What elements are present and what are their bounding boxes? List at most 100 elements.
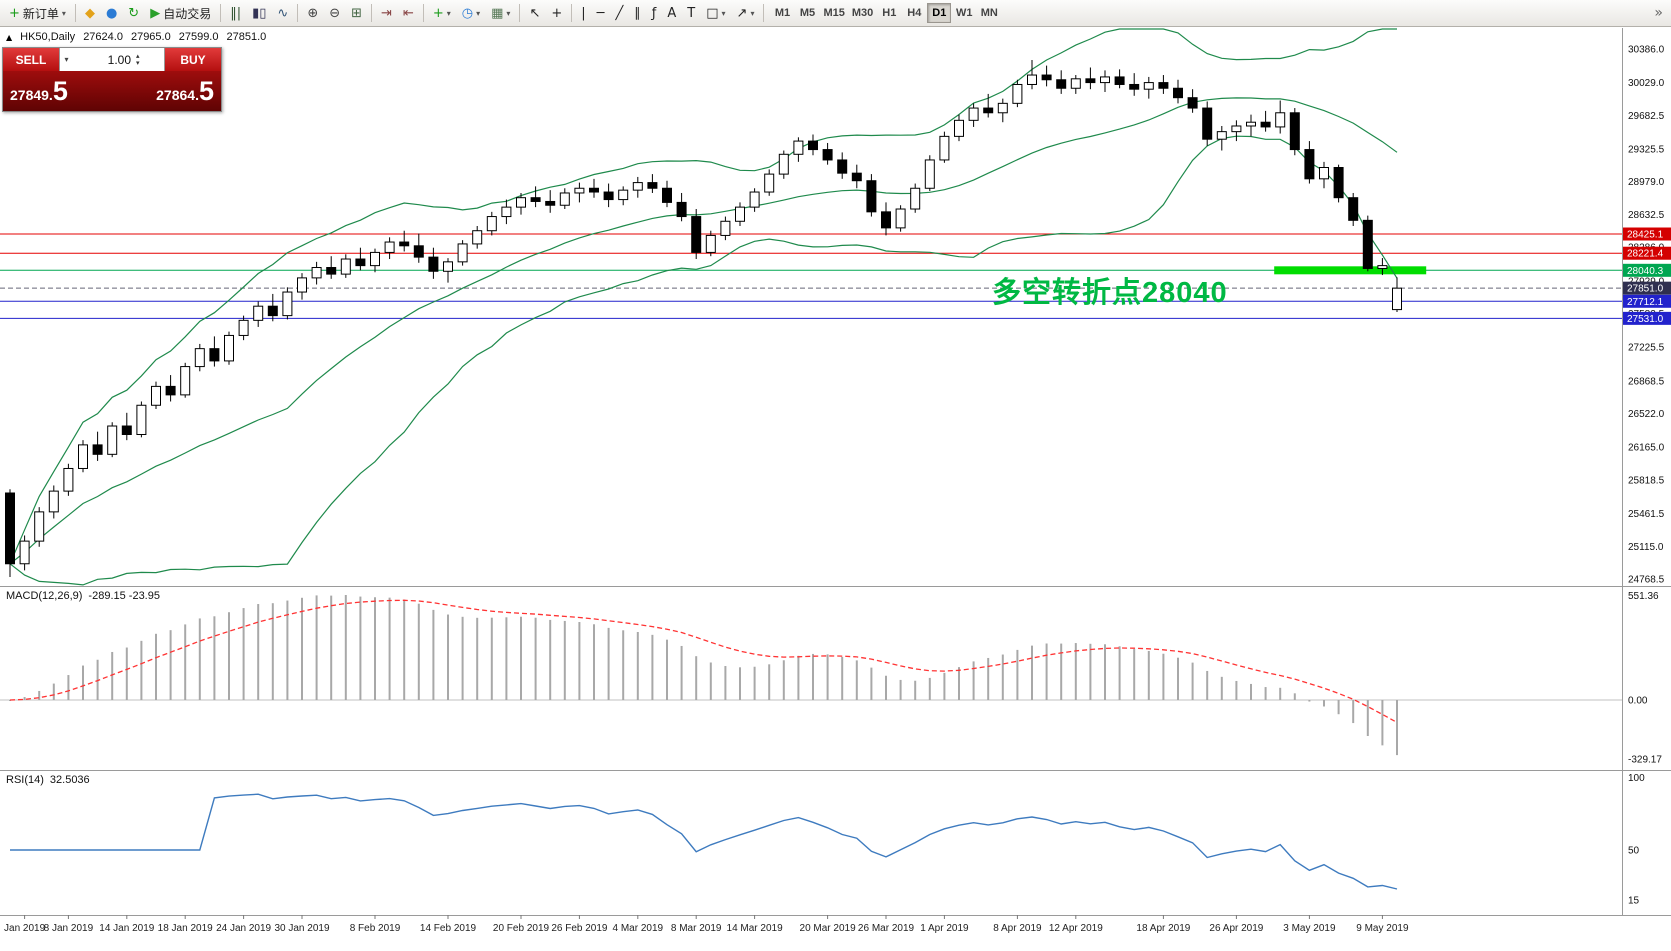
svg-text:9 May 2019: 9 May 2019 xyxy=(1356,923,1409,934)
arrows-button[interactable]: ↗ ▾ xyxy=(732,3,760,24)
indicators-button[interactable]: + ▾ xyxy=(428,3,456,24)
tile-windows-button[interactable]: ⊞ xyxy=(346,3,367,24)
svg-text:18 Apr 2019: 18 Apr 2019 xyxy=(1136,923,1190,934)
timeframe-m30-button[interactable]: M30 xyxy=(849,3,876,23)
timeframe-h4-button[interactable]: H4 xyxy=(902,3,926,23)
vertical-line-button[interactable]: | xyxy=(576,3,590,24)
svg-text:29325.5: 29325.5 xyxy=(1628,145,1665,156)
macd-panel-svg[interactable]: 551.36 0.00 -329.17 xyxy=(0,587,1671,770)
timeframe-h1-button[interactable]: H1 xyxy=(877,3,901,23)
macd-values: -289.15 -23.95 xyxy=(88,590,160,602)
timeframe-w1-button[interactable]: W1 xyxy=(952,3,976,23)
svg-text:50: 50 xyxy=(1628,846,1640,857)
svg-text:3 May 2019: 3 May 2019 xyxy=(1283,923,1336,934)
line-chart-button[interactable]: ∿ xyxy=(272,3,293,24)
price-chart-svg[interactable]: 30386.0 30029.0 29682.5 29325.5 28979.0 28632… xyxy=(0,28,1671,586)
price-line-labels[interactable]: 28425.1 28221.4 28040.3 27851.0 27712.1 27531… xyxy=(1623,227,1671,325)
timeframe-mn-button[interactable]: MN xyxy=(977,3,1001,23)
candles-layer[interactable] xyxy=(5,59,1402,577)
cursor-button[interactable]: ↖ xyxy=(524,3,545,24)
high-value: 27965.0 xyxy=(130,31,171,43)
svg-text:24768.5: 24768.5 xyxy=(1628,575,1665,586)
svg-text:Jan 2019: Jan 2019 xyxy=(4,923,46,934)
svg-text:20 Mar 2019: 20 Mar 2019 xyxy=(800,923,857,934)
timeframe-m15-button[interactable]: M15 xyxy=(820,3,847,23)
rsi-name: RSI(14) xyxy=(6,774,44,786)
bar-chart-icon: ‖| xyxy=(230,5,242,21)
text-icon: A xyxy=(667,5,677,21)
channel-icon: ∥ xyxy=(634,5,641,21)
dot-icon: ● xyxy=(105,5,118,21)
chart-shift-button[interactable]: ⇤ xyxy=(398,3,419,24)
macd-signal-line xyxy=(9,599,1398,724)
text-button[interactable]: A xyxy=(662,3,681,24)
volume-down-icon[interactable]: ▾ xyxy=(136,58,140,67)
volume-dropdown-icon[interactable]: ▾ xyxy=(64,55,69,64)
hlines-layer[interactable] xyxy=(0,233,1622,319)
zoom-out-button[interactable]: ⊖ xyxy=(324,3,345,24)
candlestick-icon: ▮▯ xyxy=(252,5,267,21)
templates-button[interactable]: ▦ ▾ xyxy=(486,3,515,24)
support-highlight-bar[interactable] xyxy=(1274,266,1427,275)
trade-panel-prices: 27849. 5 27864. 5 xyxy=(3,71,221,111)
zoom-in-button[interactable]: ⊕ xyxy=(302,3,323,24)
chart-annotation[interactable]: 多空转折点28040 xyxy=(992,277,1228,309)
label-button[interactable]: T xyxy=(682,3,700,24)
shapes-button[interactable]: □ ▾ xyxy=(701,3,730,24)
svg-text:27531.0: 27531.0 xyxy=(1627,314,1664,325)
fibonacci-icon: ƒ xyxy=(651,5,657,21)
play-icon: ▶ xyxy=(150,5,161,21)
dropdown-caret-icon: ▾ xyxy=(506,8,511,18)
community-button[interactable]: ● xyxy=(101,3,122,24)
candle-chart-button[interactable]: ▮▯ xyxy=(247,3,271,24)
svg-text:28425.1: 28425.1 xyxy=(1627,230,1664,241)
rsi-panel-svg[interactable]: 100 50 15 xyxy=(0,771,1671,915)
timeframe-m1-button[interactable]: M1 xyxy=(770,3,794,23)
metaquotes-button[interactable]: ◆ xyxy=(80,3,100,24)
autotrade-button[interactable]: ▶ 自动交易 xyxy=(145,3,216,24)
vertical-line-icon: | xyxy=(581,5,586,21)
toolbar-separator xyxy=(371,4,373,22)
auto-scroll-button[interactable]: ⇥ xyxy=(376,3,397,24)
volume-input[interactable] xyxy=(73,51,133,68)
crosshair-icon: + xyxy=(551,5,563,21)
svg-text:26 Mar 2019: 26 Mar 2019 xyxy=(858,923,915,934)
refresh-button[interactable]: ↻ xyxy=(123,3,144,24)
toolbar-overflow-icon[interactable]: » xyxy=(1654,5,1663,21)
timeframe-group: M1 M5 M15 M30 H1 H4 D1 W1 MN xyxy=(770,3,1001,23)
macd-name: MACD(12,26,9) xyxy=(6,590,83,602)
horizontal-line-button[interactable]: ─ xyxy=(592,3,610,24)
cursor-icon: ↖ xyxy=(529,5,541,21)
periods-button[interactable]: ◷ ▾ xyxy=(457,3,485,24)
volume-up-icon[interactable]: ▴ xyxy=(136,51,140,60)
zoom-in-icon: ⊕ xyxy=(307,5,319,21)
buy-button[interactable]: BUY xyxy=(165,48,221,71)
price-axis-border xyxy=(1622,28,1623,915)
label-icon: T xyxy=(687,5,696,21)
svg-text:26165.0: 26165.0 xyxy=(1628,443,1665,454)
zoom-out-icon: ⊖ xyxy=(329,5,341,21)
timeframe-m5-button[interactable]: M5 xyxy=(795,3,819,23)
buy-price[interactable]: 27864. 5 xyxy=(112,75,221,106)
rsi-label: RSI(14) 32.5036 xyxy=(6,774,90,786)
timeframe-d1-button[interactable]: D1 xyxy=(927,3,952,23)
macd-panel-separator[interactable] xyxy=(0,586,1671,587)
low-value: 27599.0 xyxy=(178,31,219,43)
channel-button[interactable]: ∥ xyxy=(629,3,646,24)
svg-text:26 Apr 2019: 26 Apr 2019 xyxy=(1209,923,1263,934)
rsi-value: 32.5036 xyxy=(49,774,90,786)
bar-chart-button[interactable]: ‖| xyxy=(225,3,246,24)
crosshair-button[interactable]: + xyxy=(546,3,567,24)
svg-text:15: 15 xyxy=(1628,896,1640,907)
sell-price-main: 27849. xyxy=(10,86,53,103)
svg-text:14 Mar 2019: 14 Mar 2019 xyxy=(727,923,784,934)
fibonacci-button[interactable]: ƒ xyxy=(647,3,662,24)
new-order-button[interactable]: + 新订单 ▾ xyxy=(4,3,71,24)
buy-price-big: 5 xyxy=(198,75,214,106)
sell-price[interactable]: 27849. 5 xyxy=(3,77,112,105)
trendline-button[interactable]: ╱ xyxy=(610,3,628,24)
rsi-panel-separator[interactable] xyxy=(0,770,1671,771)
sell-button[interactable]: SELL xyxy=(3,48,59,71)
svg-text:30029.0: 30029.0 xyxy=(1628,78,1665,89)
